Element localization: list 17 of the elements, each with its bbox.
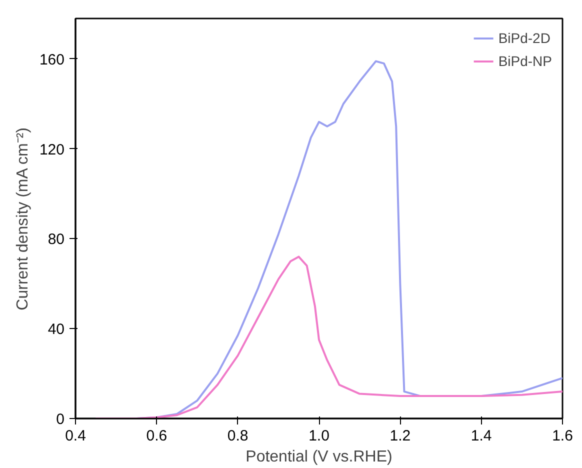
x-tick-label: 0.4: [65, 428, 86, 444]
x-tick-label: 1.0: [308, 428, 330, 444]
y-tick-label: 40: [48, 321, 65, 338]
x-tick-label: 1.4: [470, 428, 492, 444]
legend-label: BiPd-2D: [498, 30, 550, 46]
x-tick-label: 0.6: [146, 428, 168, 444]
legend-label: BiPd-NP: [498, 53, 552, 69]
y-tick-label: 120: [39, 141, 65, 158]
y-tick-label: 0: [56, 411, 64, 428]
y-axis-title: Current density (mA cm⁻²): [14, 128, 32, 310]
x-tick-label: 1.6: [552, 428, 573, 444]
x-tick-label: 0.8: [227, 428, 248, 444]
x-axis-title: Potential (V vs.RHE): [246, 448, 392, 466]
y-tick-label: 160: [39, 51, 65, 68]
x-tick-label: 1.2: [390, 428, 411, 444]
line-series: [94, 256, 562, 418]
y-tick-label: 80: [48, 231, 65, 248]
